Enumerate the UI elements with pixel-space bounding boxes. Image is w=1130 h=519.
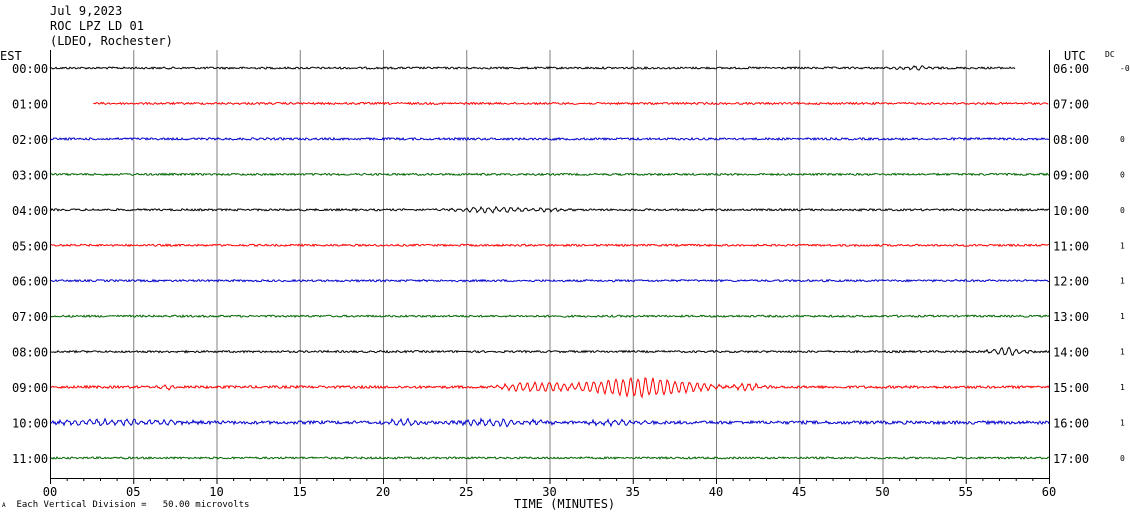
trace-0600 [49,278,1050,283]
trace-0300 [49,172,1050,177]
x-tick-label-55: 55 [959,485,973,499]
utc-hour-label: 11:00 [1053,239,1089,253]
trace-1000 [49,417,1050,428]
utc-hour-label: 12:00 [1053,275,1089,289]
utc-hour-label: 14:00 [1053,346,1089,360]
station-label: ROC LPZ LD 01 [50,19,144,33]
x-tick-label-25: 25 [459,485,473,499]
trace-1100 [49,456,1050,460]
dc-value-label: 0 [1120,454,1125,463]
x-tick-label-30: 30 [542,485,556,499]
x-tick-label-05: 05 [126,485,140,499]
scale-note: A Each Vertical Division = 50.00 microvo… [2,500,249,510]
utc-hour-label: 15:00 [1053,381,1089,395]
x-tick-label-10: 10 [209,485,223,499]
utc-hour-label: 16:00 [1053,417,1089,431]
trace-0700 [49,314,1050,319]
trace-0400 [50,205,1049,214]
dc-value-label: 1 [1120,312,1125,321]
trace-0800 [49,346,1050,356]
utc-hour-label: 07:00 [1053,97,1089,111]
utc-hour-label: 09:00 [1053,168,1089,182]
dc-value-label: 0 [1120,170,1125,179]
x-axis-label: TIME (MINUTES) [514,497,615,511]
est-hour-label: 02:00 [12,133,48,147]
x-tick-label-00: 00 [43,485,57,499]
utc-hour-label: 08:00 [1053,133,1089,147]
dc-value-label: 1 [1120,241,1125,250]
utc-zone-label: UTC [1064,49,1086,63]
dc-value-label: 1 [1120,419,1125,428]
dc-value-label: -0 [1120,64,1130,73]
dc-value-label: 0 [1120,206,1125,215]
dc-value-label: 1 [1120,348,1125,357]
est-hour-label: 08:00 [12,346,48,360]
trace-0900 [49,377,1050,399]
est-hour-label: 11:00 [12,452,48,466]
corner-mark: A [2,502,6,509]
dc-value-label: 1 [1120,277,1125,286]
x-tick-label-45: 45 [792,485,806,499]
est-hour-label: 06:00 [12,275,48,289]
dc-header-label: DC [1105,50,1115,59]
x-tick-label-20: 20 [376,485,390,499]
utc-hour-label: 10:00 [1053,204,1089,218]
trace-0200 [49,136,1050,142]
utc-hour-label: 13:00 [1053,310,1089,324]
trace-0000 [49,65,1016,71]
est-hour-label: 10:00 [12,417,48,431]
network-label: (LDEO, Rochester) [50,34,173,48]
est-hour-label: 01:00 [12,97,48,111]
est-hour-label: 09:00 [12,381,48,395]
trace-0100 [93,101,1049,106]
est-hour-label: 05:00 [12,239,48,253]
date-label: Jul 9,2023 [50,4,123,18]
est-hour-label: 03:00 [12,168,48,182]
x-tick-label-50: 50 [875,485,889,499]
est-hour-label: 04:00 [12,204,48,218]
utc-hour-label: 17:00 [1053,452,1089,466]
est-hour-label: 07:00 [12,310,48,324]
est-zone-label: EST [0,49,22,63]
utc-hour-label: 06:00 [1053,62,1089,76]
x-tick-label-15: 15 [293,485,307,499]
dc-value-label: 0 [1120,135,1125,144]
scale-note-text: Each Vertical Division = 50.00 microvolt… [16,500,250,510]
x-tick-label-40: 40 [709,485,723,499]
trace-0500 [49,243,1050,248]
x-tick-label-60: 60 [1042,485,1056,499]
est-hour-label: 00:00 [12,62,48,76]
dc-value-label: 1 [1120,383,1125,392]
x-tick-label-35: 35 [626,485,640,499]
